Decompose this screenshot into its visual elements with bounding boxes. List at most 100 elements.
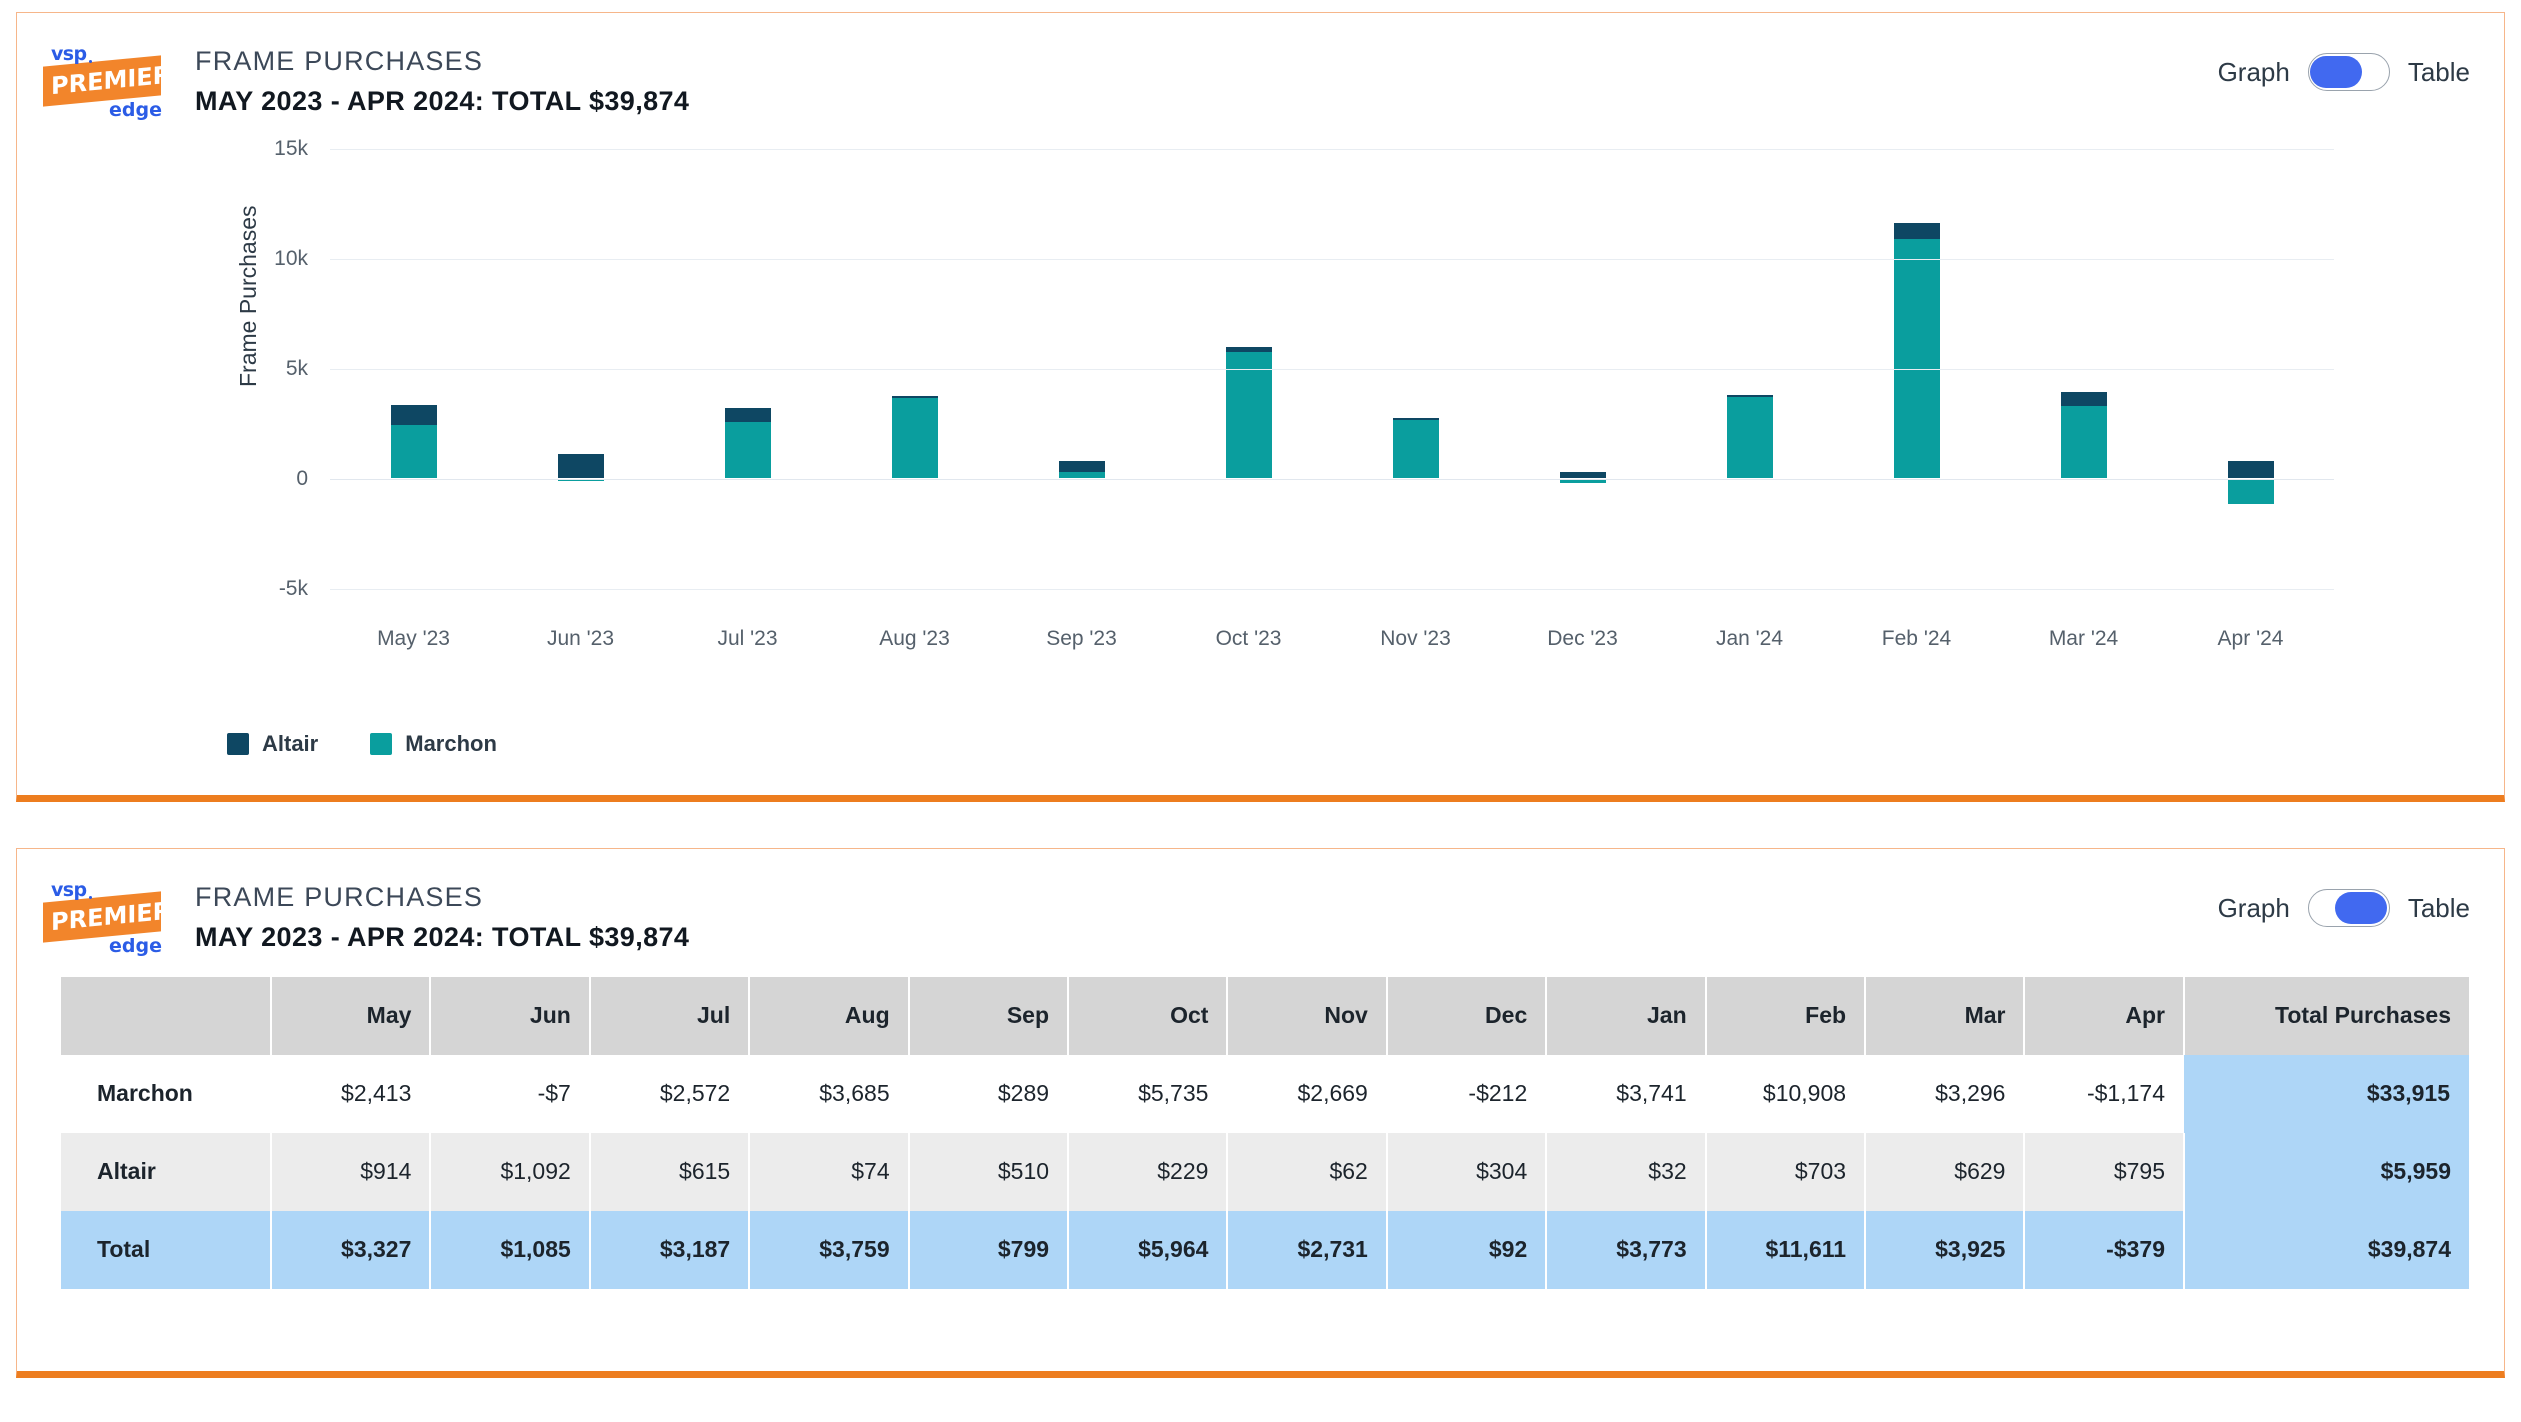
- chart-segment-altair[interactable]: [390, 405, 437, 426]
- chart-segment-altair[interactable]: [1559, 471, 1606, 479]
- table-header-blank: [61, 976, 272, 1055]
- vsp-premier-edge-logo: vsp PREMIER edge: [43, 43, 177, 121]
- table-view-toggle-group: Graph Table: [2218, 889, 2470, 927]
- chart-bar-column[interactable]: Sep '23: [998, 149, 1165, 650]
- table-header-nov: Nov: [1227, 976, 1388, 1055]
- chart-segment-marchon[interactable]: [1058, 472, 1105, 479]
- chart-bar-stack[interactable]: [1392, 149, 1439, 589]
- frame-purchases-table-card: vsp PREMIER edge FRAME PURCHASES MAY 202…: [16, 848, 2505, 1378]
- chart-segment-altair[interactable]: [2227, 461, 2274, 479]
- chart-bar-column[interactable]: Oct '23: [1165, 149, 1332, 650]
- chart-segment-altair[interactable]: [724, 408, 771, 422]
- chart-x-tick-label: Nov '23: [1380, 626, 1451, 650]
- graph-view-toggle-group: Graph Table: [2218, 53, 2470, 91]
- table-header-row: May Jun Jul Aug Sep Oct Nov Dec Jan Feb Mar Apr Tota…: [61, 976, 2469, 1055]
- logo-vsp-text: vsp: [51, 43, 91, 65]
- table-header-total: Total Purchases: [2184, 976, 2469, 1055]
- table-cell: $1,092: [430, 1132, 591, 1211]
- chart-legend: Altair Marchon: [227, 731, 497, 757]
- chart-bar-stack[interactable]: [2227, 149, 2274, 589]
- chart-x-tick-label: Mar '24: [2048, 626, 2119, 650]
- table-cell: $914: [271, 1132, 432, 1211]
- chart-segment-marchon[interactable]: [1225, 352, 1272, 479]
- frame-purchases-graph-card: vsp PREMIER edge FRAME PURCHASES MAY 202…: [16, 12, 2505, 802]
- table-cell: $3,327: [271, 1210, 432, 1289]
- graph-table-toggle[interactable]: [2307, 53, 2390, 91]
- chart-segment-altair[interactable]: [1893, 223, 1940, 239]
- chart-segment-marchon[interactable]: [1559, 478, 1606, 484]
- chart-bar-column[interactable]: Feb '24: [1833, 149, 2000, 650]
- chart-segment-marchon[interactable]: [1392, 419, 1439, 479]
- chart-bar-stack[interactable]: [1225, 149, 1272, 589]
- chart-segment-marchon[interactable]: [1893, 238, 1940, 479]
- legend-item[interactable]: Altair: [227, 731, 318, 757]
- toggle-label-graph: Graph: [2217, 892, 2290, 923]
- table-cell: $3,773: [1546, 1210, 1707, 1289]
- table-header-jul: Jul: [589, 976, 751, 1055]
- chart-segment-marchon[interactable]: [557, 478, 604, 481]
- chart-bar-stack[interactable]: [1058, 149, 1105, 589]
- logo-vsp-text: vsp: [51, 879, 91, 901]
- chart-plot-area: May '23 Jun '23 Jul '23 Aug '23 Sep '23 Oct '…: [274, 137, 2334, 650]
- chart-x-tick-label: Apr '24: [2217, 626, 2284, 650]
- chart-segment-altair[interactable]: [891, 395, 938, 398]
- table-header-jun: Jun: [430, 976, 591, 1055]
- chart-y-tick-label: 0: [296, 466, 308, 490]
- chart-x-tick-label: Jul '23: [717, 626, 778, 650]
- chart-bar-stack[interactable]: [557, 149, 604, 589]
- table-cell: -$1,174: [2024, 1054, 2184, 1133]
- chart-segment-marchon[interactable]: [1726, 396, 1773, 479]
- chart-bar-stack[interactable]: [724, 149, 771, 589]
- table-cell: $2,731: [1227, 1210, 1388, 1289]
- chart-segment-marchon[interactable]: [2060, 405, 2107, 479]
- table-header-feb: Feb: [1705, 976, 1867, 1055]
- chart-segment-altair[interactable]: [2060, 392, 2107, 406]
- chart-bar-column[interactable]: Jun '23: [497, 149, 664, 650]
- table-cell: $615: [589, 1132, 751, 1211]
- frame-purchases-table-wrap: May Jun Jul Aug Sep Oct Nov Dec Jan Feb Mar Apr Tota…: [17, 955, 2504, 1289]
- table-cell: $11,611: [1705, 1210, 1867, 1289]
- chart-bar-column[interactable]: Mar '24: [2000, 149, 2167, 650]
- chart-bar-column[interactable]: May '23: [330, 149, 497, 650]
- chart-bar-column[interactable]: Jan '24: [1666, 149, 1833, 650]
- chart-segment-altair[interactable]: [1392, 418, 1439, 421]
- chart-bar-stack[interactable]: [390, 149, 437, 589]
- chart-bar-stack[interactable]: [1559, 149, 1606, 589]
- chart-segment-marchon[interactable]: [891, 397, 938, 479]
- table-cell: $5,964: [1068, 1210, 1229, 1289]
- chart-bars: May '23 Jun '23 Jul '23 Aug '23 Sep '23 Oct '…: [330, 149, 2334, 650]
- chart-segment-marchon[interactable]: [390, 425, 437, 479]
- table-header-oct: Oct: [1068, 976, 1229, 1055]
- chart-bar-stack[interactable]: [2060, 149, 2107, 589]
- table-cell: $2,413: [271, 1054, 431, 1133]
- chart-y-tick-label: 5k: [285, 356, 308, 380]
- chart-segment-altair[interactable]: [1726, 395, 1773, 398]
- chart-x-tick-label: Jan '24: [1715, 626, 1784, 650]
- toggle-knob[interactable]: [2309, 56, 2362, 88]
- graph-table-toggle[interactable]: [2307, 889, 2390, 927]
- chart-x-tick-label: Feb '24: [1881, 626, 1952, 650]
- chart-segment-altair[interactable]: [557, 454, 604, 479]
- frame-purchases-chart: Frame Purchases May '23 Jun '23 Jul '23 Aug…: [17, 137, 2504, 737]
- table-cell: $3,296: [1865, 1054, 2025, 1133]
- chart-bar-column[interactable]: Apr '24: [2167, 149, 2334, 650]
- chart-bar-stack[interactable]: [1726, 149, 1773, 589]
- chart-x-tick-label: May '23: [377, 626, 450, 650]
- chart-bar-stack[interactable]: [1893, 149, 1940, 589]
- legend-item[interactable]: Marchon: [370, 731, 497, 757]
- chart-bar-stack[interactable]: [891, 149, 938, 589]
- chart-gridline: 15k: [274, 137, 2334, 160]
- chart-bar-column[interactable]: Aug '23: [831, 149, 998, 650]
- toggle-knob[interactable]: [2334, 892, 2387, 924]
- chart-segment-marchon[interactable]: [724, 421, 771, 479]
- chart-segment-altair[interactable]: [1225, 347, 1272, 353]
- chart-segment-altair[interactable]: [1058, 460, 1105, 473]
- chart-bar-column[interactable]: Dec '23: [1499, 149, 1666, 650]
- logo-edge-text: edge: [109, 935, 162, 957]
- table-cell-total: $39,874: [2184, 1210, 2469, 1289]
- table-cell: $3,925: [1865, 1210, 2026, 1289]
- chart-segment-marchon[interactable]: [2227, 478, 2274, 505]
- table-header-may: May: [271, 976, 432, 1055]
- chart-bar-column[interactable]: Nov '23: [1332, 149, 1499, 650]
- chart-bar-column[interactable]: Jul '23: [664, 149, 831, 650]
